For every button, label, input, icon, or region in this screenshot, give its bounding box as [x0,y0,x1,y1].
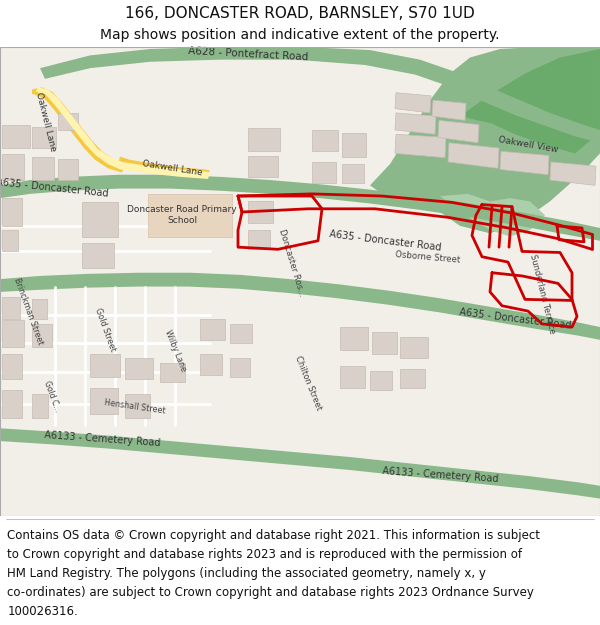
Polygon shape [0,428,600,499]
Polygon shape [440,194,545,236]
Polygon shape [370,47,600,233]
Text: Doncaster Ros...: Doncaster Ros... [277,228,307,298]
Polygon shape [32,127,56,148]
Polygon shape [248,128,280,151]
Text: A6133 - Cemetery Road: A6133 - Cemetery Road [44,430,160,448]
Polygon shape [32,88,125,172]
Text: co-ordinates) are subject to Crown copyright and database rights 2023 Ordnance S: co-ordinates) are subject to Crown copyr… [7,586,534,599]
Polygon shape [438,121,479,142]
Polygon shape [2,390,22,418]
Polygon shape [82,243,114,269]
Polygon shape [2,124,30,148]
Text: Osborne Street: Osborne Street [395,251,461,265]
Polygon shape [400,337,428,358]
Polygon shape [230,358,250,377]
Polygon shape [125,394,150,418]
Polygon shape [312,130,338,151]
Polygon shape [125,358,153,379]
Polygon shape [248,230,270,249]
Polygon shape [500,151,549,175]
Polygon shape [200,354,222,375]
Polygon shape [90,388,118,414]
Polygon shape [395,134,446,158]
Text: Sunderland Terrace: Sunderland Terrace [528,253,556,335]
Text: Oakwell Lane: Oakwell Lane [141,159,203,177]
Polygon shape [2,298,20,319]
Text: Brinckman Street: Brinckman Street [12,276,44,346]
Polygon shape [2,230,18,251]
Polygon shape [432,100,466,121]
Polygon shape [2,198,22,226]
Polygon shape [32,324,52,348]
Text: Wilby Lane: Wilby Lane [163,328,187,372]
Polygon shape [32,157,54,180]
Polygon shape [372,332,397,354]
Text: A6133 - Cemetery Road: A6133 - Cemetery Road [382,466,499,484]
Polygon shape [148,194,232,236]
Text: Doncaster Road Primary
School: Doncaster Road Primary School [127,206,237,225]
Text: Map shows position and indicative extent of the property.: Map shows position and indicative extent… [100,28,500,42]
Polygon shape [2,354,22,379]
Text: Gold Street: Gold Street [93,306,117,352]
Polygon shape [460,49,600,153]
Polygon shape [340,327,368,351]
Polygon shape [312,162,336,183]
Text: to Crown copyright and database rights 2023 and is reproduced with the permissio: to Crown copyright and database rights 2… [7,548,522,561]
Polygon shape [248,201,273,222]
Polygon shape [340,366,365,388]
Polygon shape [395,92,431,113]
Text: A635 - Doncaster Road: A635 - Doncaster Road [0,177,109,198]
Polygon shape [448,142,499,168]
Text: Oakwell Lane: Oakwell Lane [34,91,58,152]
Polygon shape [200,319,225,340]
Polygon shape [58,113,78,130]
Polygon shape [36,88,210,179]
Polygon shape [32,299,47,319]
Polygon shape [248,156,278,177]
Text: A635 - Doncaster Road: A635 - Doncaster Road [328,229,442,253]
Polygon shape [342,164,364,183]
Polygon shape [90,354,120,377]
Polygon shape [82,202,118,236]
Polygon shape [40,47,600,142]
Text: Contains OS data © Crown copyright and database right 2021. This information is : Contains OS data © Crown copyright and d… [7,529,540,542]
Polygon shape [2,154,24,180]
Text: 166, DONCASTER ROAD, BARNSLEY, S70 1UD: 166, DONCASTER ROAD, BARNSLEY, S70 1UD [125,6,475,21]
Polygon shape [58,159,78,180]
Polygon shape [400,369,425,388]
Polygon shape [118,157,210,178]
Text: Oakwell View: Oakwell View [497,135,559,154]
Text: A635 - Doncaster Road: A635 - Doncaster Road [458,307,572,331]
Polygon shape [550,162,596,186]
Polygon shape [0,272,600,340]
Text: HM Land Registry. The polygons (including the associated geometry, namely x, y: HM Land Registry. The polygons (includin… [7,567,486,580]
Polygon shape [370,371,392,390]
Polygon shape [32,394,48,418]
Text: 100026316.: 100026316. [7,605,78,618]
Polygon shape [160,363,185,382]
Polygon shape [342,133,366,157]
Text: Henshall Street: Henshall Street [104,398,166,416]
Polygon shape [0,175,600,241]
Text: Chilton Street: Chilton Street [293,354,323,411]
Polygon shape [2,319,24,348]
Text: Gold C...: Gold C... [42,379,62,413]
Polygon shape [395,113,436,134]
Polygon shape [230,324,252,343]
Text: A628 - Pontefract Road: A628 - Pontefract Road [188,46,308,63]
